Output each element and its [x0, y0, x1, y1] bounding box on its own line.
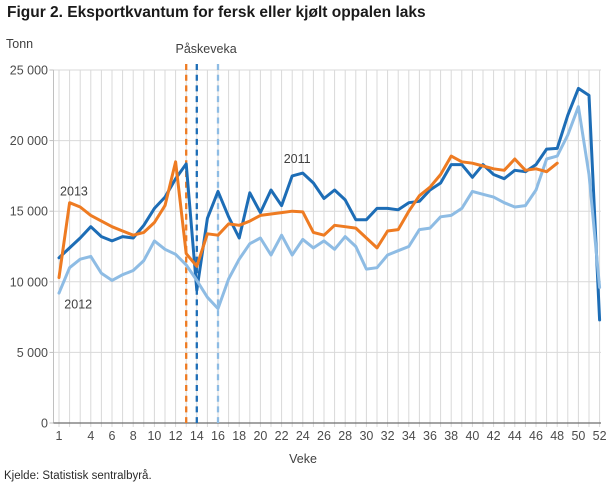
x-tick-label: 22: [275, 429, 289, 443]
x-tick-label: 20: [253, 429, 267, 443]
x-tick-label: 24: [296, 429, 310, 443]
x-tick-label: 14: [190, 429, 204, 443]
y-tick-label: 25 000: [10, 64, 48, 78]
y-axis-unit-label: Tonn: [6, 37, 33, 51]
y-tick-label: 0: [41, 417, 48, 431]
x-tick-label: 36: [423, 429, 437, 443]
x-tick-label: 46: [529, 429, 543, 443]
x-tick-label: 32: [381, 429, 395, 443]
series-label-2013: 2013: [60, 185, 88, 199]
x-axis-title: Veke: [289, 452, 317, 466]
x-tick-label: 28: [338, 429, 352, 443]
x-tick-label: 26: [317, 429, 331, 443]
x-tick-label: 48: [550, 429, 564, 443]
x-tick-label: 50: [571, 429, 585, 443]
x-tick-label: 44: [508, 429, 522, 443]
x-tick-label: 10: [147, 429, 161, 443]
x-tick-label: 12: [169, 429, 183, 443]
figure-title: Figur 2. Eksportkvantum for fersk eller …: [7, 4, 426, 21]
x-tick-label: 38: [444, 429, 458, 443]
y-tick-label: 15 000: [10, 205, 48, 219]
easter-week-annotation: Påskeveka: [176, 42, 237, 56]
x-tick-label: 4: [87, 429, 94, 443]
x-tick-label: 18: [232, 429, 246, 443]
y-tick-label: 20 000: [10, 134, 48, 148]
x-tick-label: 42: [487, 429, 501, 443]
x-tick-label: 1: [56, 429, 63, 443]
x-tick-label: 34: [402, 429, 416, 443]
x-tick-label: 40: [465, 429, 479, 443]
series-label-2012: 2012: [64, 298, 92, 312]
series-line-2011: [57, 86, 602, 322]
y-tick-label: 5 000: [17, 346, 48, 360]
source-note: Kjelde: Statistisk sentralbyrå.: [4, 470, 152, 482]
series-line-2012: [57, 105, 602, 311]
series-line-2013: [57, 154, 559, 280]
x-tick-label: 8: [130, 429, 137, 443]
x-tick-label: 52: [593, 429, 607, 443]
x-tick-label: 6: [109, 429, 116, 443]
series-label-2011: 2011: [284, 152, 311, 166]
x-tick-label: 30: [359, 429, 373, 443]
y-tick-label: 10 000: [10, 275, 48, 289]
x-tick-label: 16: [211, 429, 225, 443]
